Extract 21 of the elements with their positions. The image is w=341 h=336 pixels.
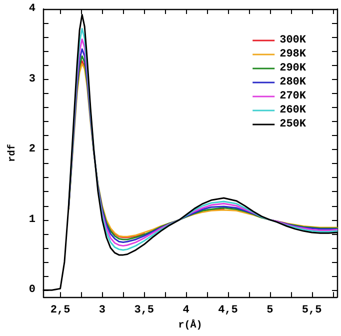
y-tick-label: 3 xyxy=(28,73,36,86)
y-tick-label: 2 xyxy=(28,144,36,156)
legend-label: 270K xyxy=(280,90,306,102)
x-tick-label: 4 xyxy=(182,304,190,317)
legend-label: 280K xyxy=(280,76,306,88)
x-tick-label: 5 xyxy=(266,304,274,317)
x-tick-label: 5,5 xyxy=(302,304,322,317)
y-tick-label: 1 xyxy=(28,214,36,226)
x-tick-label: 2,5 xyxy=(50,304,71,317)
x-tick-label: 4,5 xyxy=(218,304,238,317)
legend-label: 298K xyxy=(280,48,306,60)
legend-label: 250K xyxy=(280,118,306,130)
legend-label: 260K xyxy=(280,104,306,116)
legend-label: 290K xyxy=(280,62,306,74)
x-axis-title: r(Å) xyxy=(178,318,202,332)
y-tick-label: 0 xyxy=(28,284,36,296)
y-tick-label: 4 xyxy=(28,3,36,15)
x-tick-label: 3,5 xyxy=(134,304,154,317)
legend-label: 300K xyxy=(280,34,306,46)
y-axis-title: rdf xyxy=(6,144,18,162)
x-tick-label: 3 xyxy=(98,304,106,317)
